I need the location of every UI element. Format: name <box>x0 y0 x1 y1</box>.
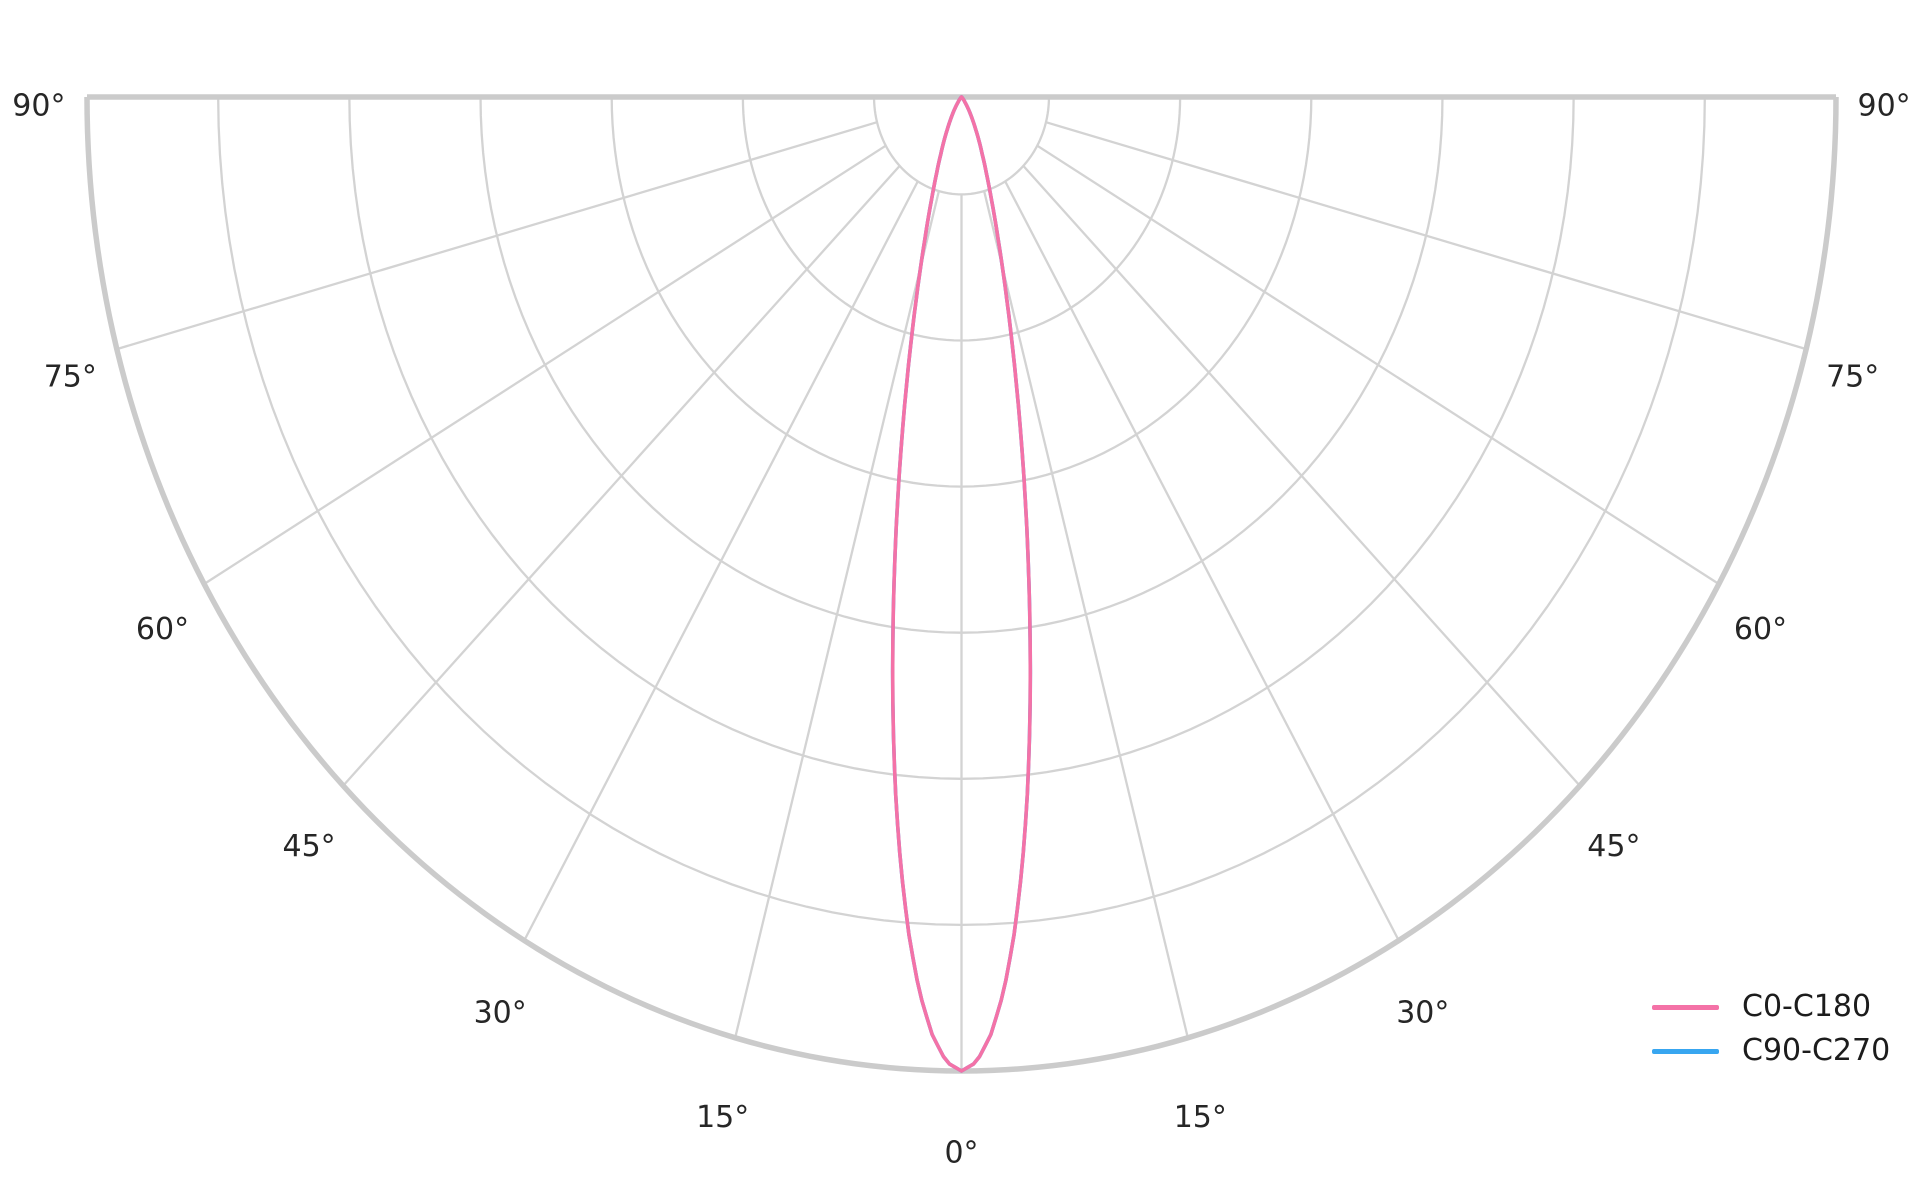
angle-label-right-15: 15° <box>1174 1100 1227 1135</box>
legend-item-c0-c180: C0-C180 <box>1652 985 1890 1029</box>
legend-swatch-c90-c270 <box>1652 1048 1719 1054</box>
grid-spoke-right-45 <box>1022 165 1581 787</box>
grid-spoke-right-15 <box>983 190 1189 1039</box>
angle-label-left-15: 15° <box>696 1100 749 1135</box>
legend-label-c0-c180: C0-C180 <box>1742 989 1872 1024</box>
curve-c0-c180 <box>890 95 1033 1073</box>
legend-swatch-c0-c180 <box>1652 1004 1719 1010</box>
angle-label-left-90: 90° <box>12 89 65 124</box>
legend: C0-C180 C90-C270 <box>1652 985 1890 1073</box>
angle-label-left-45: 45° <box>283 829 336 864</box>
angle-label-right-75: 75° <box>1826 360 1879 395</box>
angle-label-left-60: 60° <box>136 612 189 647</box>
angle-label-right-30: 30° <box>1396 995 1449 1030</box>
angle-label-left-75: 75° <box>44 360 97 395</box>
legend-label-c90-c270: C90-C270 <box>1742 1033 1891 1068</box>
angle-label-left-30: 30° <box>474 995 527 1030</box>
grid-spoke-left-30 <box>523 180 919 942</box>
grid-spoke-left-75 <box>116 121 878 351</box>
grid-spoke-right-30 <box>1004 180 1400 942</box>
legend-item-c90-c270: C90-C270 <box>1652 1029 1890 1073</box>
grid-spoke-right-75 <box>1045 121 1807 351</box>
grid-arc-0 <box>872 96 1051 196</box>
grid-spoke-left-60 <box>203 144 887 585</box>
angle-label-right-45: 45° <box>1587 829 1640 864</box>
angle-label-right-60: 60° <box>1734 612 1787 647</box>
grid-spoke-left-45 <box>342 165 901 787</box>
grid-spoke-left-15 <box>734 190 940 1039</box>
grid-spoke-right-60 <box>1036 144 1720 585</box>
angle-label-right-0: 0° <box>944 1136 978 1171</box>
angle-label-right-90: 90° <box>1858 89 1911 124</box>
